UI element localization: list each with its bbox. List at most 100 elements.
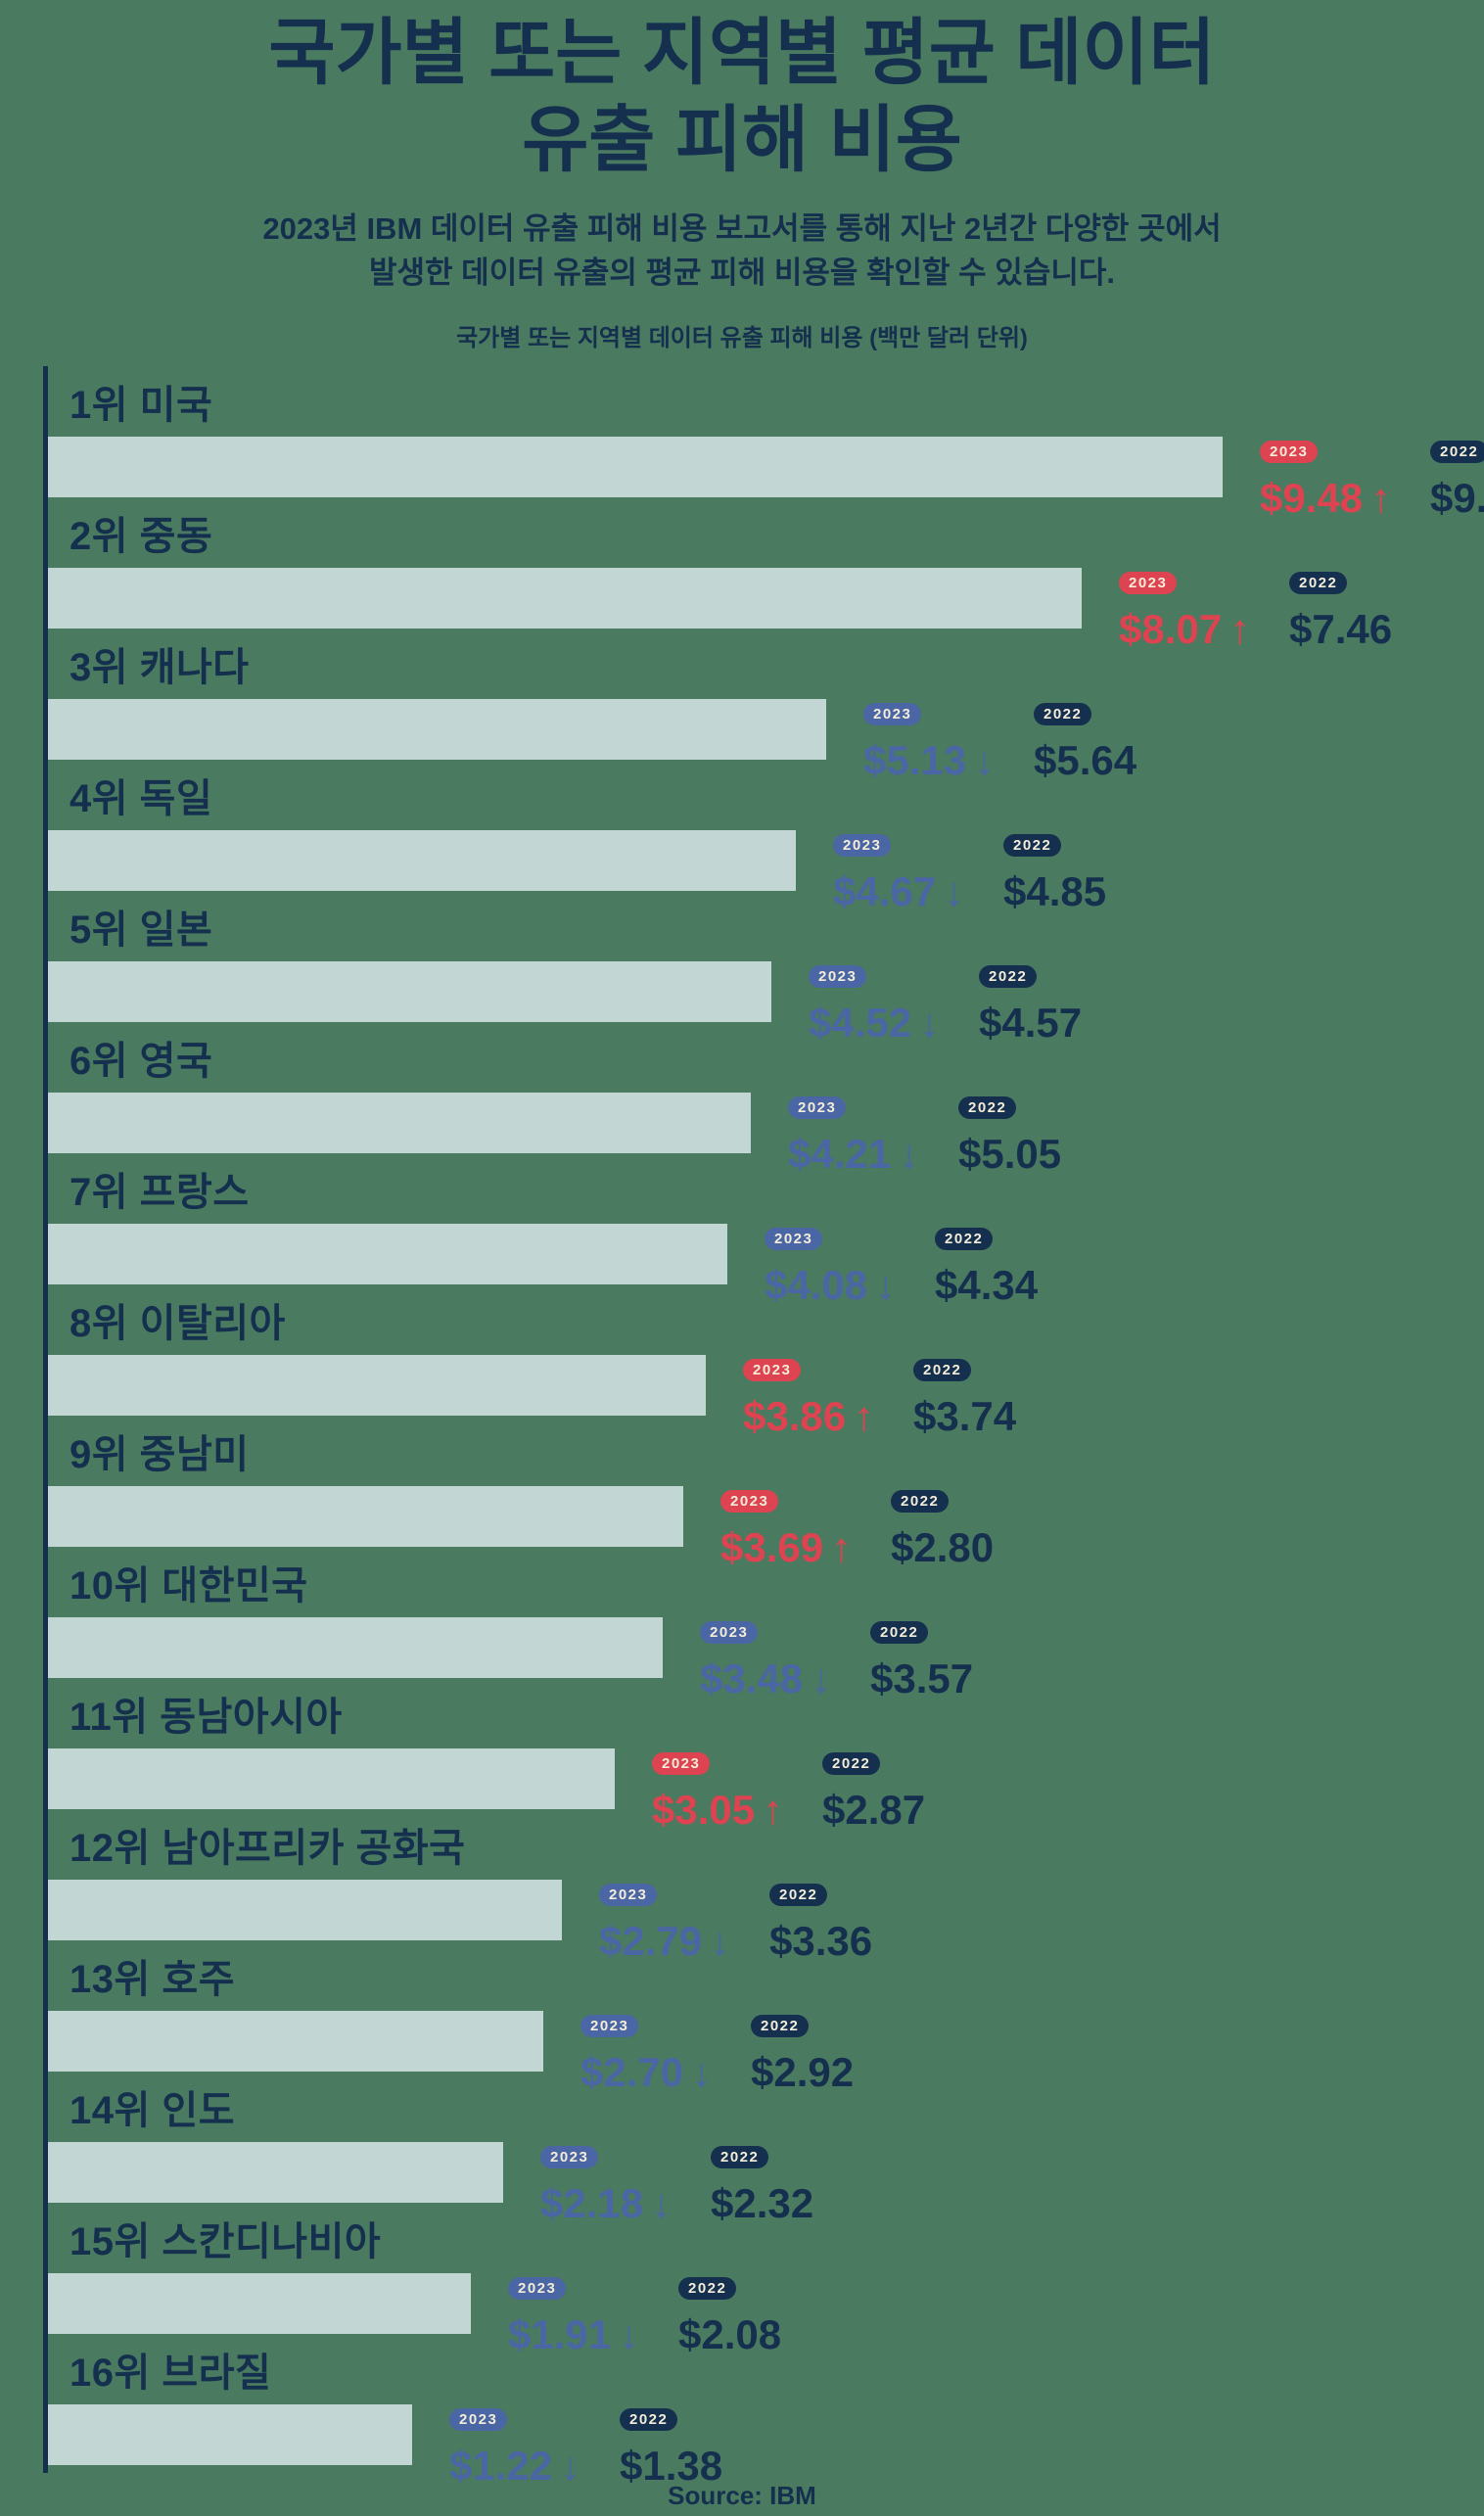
source-note: Source: IBM <box>668 2481 816 2511</box>
badge-2022: 2022 <box>620 2408 678 2432</box>
row-label: 1위 미국 <box>70 384 213 428</box>
value-2023: $9.48 ↑ <box>1260 475 1392 522</box>
badge-2023: 2023 <box>833 834 892 858</box>
arrow-down-icon: ↓ <box>691 2049 713 2096</box>
chart-row: 12위 남아프리카 공화국 2023 $2.79 ↓ 2022 $3.36 <box>48 1809 1484 1964</box>
value-2022: $2.32 <box>711 2180 814 2227</box>
group-2023: 2023 $2.70 ↓ <box>580 2015 714 2096</box>
row-body: 2023 $1.91 ↓ 2022 $2.08 <box>48 2273 1484 2357</box>
value-2023: $4.08 ↓ <box>765 1262 897 1309</box>
group-2023: 2023 $5.13 ↓ <box>863 703 997 784</box>
group-2022: 2022 $2.87 <box>822 1752 955 1834</box>
chart-row: 4위 독일 2023 $4.67 ↓ 2022 $4.85 <box>48 760 1484 914</box>
value-2022: $2.08 <box>678 2311 782 2358</box>
row-label: 3위 캐나다 <box>70 646 250 690</box>
badge-2023: 2023 <box>1119 572 1178 595</box>
badge-2022: 2022 <box>822 1752 881 1776</box>
group-2023: 2023 $2.18 ↓ <box>540 2146 673 2227</box>
row-label: 11위 동남아시아 <box>70 1696 343 1740</box>
value-2022: $4.57 <box>979 1000 1083 1047</box>
row-body: 2023 $3.48 ↓ 2022 $3.57 <box>48 1617 1484 1701</box>
row-body: 2023 $4.67 ↓ 2022 $4.85 <box>48 830 1484 914</box>
arrow-up-icon: ↑ <box>831 1524 853 1571</box>
group-2023: 2023 $1.91 ↓ <box>508 2277 641 2358</box>
value-2023: $1.91 ↓ <box>508 2311 640 2358</box>
group-2023: 2023 $2.79 ↓ <box>599 1884 732 1965</box>
badge-2022: 2022 <box>935 1228 994 1251</box>
group-2023: 2023 $3.48 ↓ <box>700 1621 833 1702</box>
value-2022: $3.36 <box>769 1918 873 1965</box>
arrow-down-icon: ↓ <box>651 2180 672 2227</box>
arrow-down-icon: ↓ <box>710 1918 731 1965</box>
row-label: 9위 중남미 <box>70 1433 250 1477</box>
chart-row: 6위 영국 2023 $4.21 ↓ 2022 $5.05 <box>48 1022 1484 1177</box>
badge-2022: 2022 <box>769 1884 828 1907</box>
badge-2023: 2023 <box>863 703 922 726</box>
bar-2023 <box>48 2273 471 2335</box>
row-body: 2023 $2.79 ↓ 2022 $3.36 <box>48 1880 1484 1964</box>
chart-row: 14위 인도 2023 $2.18 ↓ 2022 $2.32 <box>48 2072 1484 2226</box>
badge-2022: 2022 <box>891 1490 950 1514</box>
row-label: 14위 인도 <box>70 2089 236 2133</box>
value-2022: $2.92 <box>751 2049 855 2096</box>
row-label: 4위 독일 <box>70 777 213 821</box>
row-body: 2023 $3.69 ↑ 2022 $2.80 <box>48 1486 1484 1570</box>
infographic-page: 국가별 또는 지역별 평균 데이터 유출 피해 비용 2023년 IBM 데이터 … <box>0 10 1484 2511</box>
arrow-down-icon: ↓ <box>619 2311 640 2358</box>
badge-2022: 2022 <box>1430 441 1484 464</box>
badge-2023: 2023 <box>599 1884 658 1907</box>
page-title: 국가별 또는 지역별 평균 데이터 유출 피해 비용 <box>0 10 1484 184</box>
badge-2022: 2022 <box>958 1096 1017 1120</box>
row-label: 10위 대한민국 <box>70 1564 308 1608</box>
group-2022: 2022 $2.92 <box>751 2015 884 2096</box>
chart-row: 11위 동남아시아 2023 $3.05 ↑ 2022 $2.87 <box>48 1678 1484 1833</box>
arrow-up-icon: ↑ <box>763 1787 784 1834</box>
group-2022: 2022 $3.57 <box>870 1621 1003 1702</box>
arrow-up-icon: ↑ <box>1370 475 1392 522</box>
row-body: 2023 $8.07 ↑ 2022 $7.46 <box>48 568 1484 652</box>
row-body: 2023 $2.18 ↓ 2022 $2.32 <box>48 2142 1484 2226</box>
value-2023: $2.79 ↓ <box>599 1918 731 1965</box>
value-2022: $2.80 <box>891 1524 995 1571</box>
arrow-up-icon: ↑ <box>1229 606 1251 653</box>
group-2022: 2022 $5.64 <box>1034 703 1167 784</box>
value-2022: $9.44 <box>1430 475 1484 522</box>
chart-row: 7위 프랑스 2023 $4.08 ↓ 2022 $4.34 <box>48 1153 1484 1308</box>
chart-row: 10위 대한민국 2023 $3.48 ↓ 2022 $3.57 <box>48 1547 1484 1701</box>
page-title-line2: 유출 피해 비용 <box>522 98 962 180</box>
badge-2022: 2022 <box>913 1359 972 1382</box>
row-label: 7위 프랑스 <box>70 1171 250 1215</box>
bar-2023 <box>48 830 796 892</box>
value-2022: $4.85 <box>1003 868 1107 915</box>
badge-2023: 2023 <box>788 1096 847 1120</box>
chart-caption: 국가별 또는 지역별 데이터 유출 피해 비용 (백만 달러 단위) <box>456 325 1028 352</box>
row-label: 15위 스칸디나비아 <box>70 2220 382 2264</box>
badge-2023: 2023 <box>765 1228 823 1251</box>
row-body: 2023 $9.48↑ 2022 $9.44 <box>48 437 1484 521</box>
badge-2023: 2023 <box>743 1359 802 1382</box>
arrow-down-icon: ↓ <box>919 1000 941 1047</box>
row-label: 8위 이탈리아 <box>70 1302 286 1346</box>
bar-2023 <box>48 2404 412 2466</box>
group-2022: 2022 $5.05 <box>958 1096 1091 1178</box>
value-2023: $3.86 ↑ <box>743 1393 875 1440</box>
arrow-down-icon: ↓ <box>811 1655 832 1702</box>
bar-2023 <box>48 699 826 761</box>
group-2023: 2023 $3.86 ↑ <box>743 1359 876 1440</box>
value-2022: $2.87 <box>822 1787 926 1834</box>
group-2022: 2022 $9.44 <box>1430 441 1484 522</box>
row-label: 13위 호주 <box>70 1958 236 2002</box>
badge-2022: 2022 <box>979 965 1038 989</box>
row-body: 2023 $4.21 ↓ 2022 $5.05 <box>48 1093 1484 1177</box>
badge-2023: 2023 <box>449 2408 508 2432</box>
bar-2023 <box>48 437 1223 498</box>
row-label: 16위 브라질 <box>70 2352 272 2396</box>
group-2022: 2022 $4.85 <box>1003 834 1136 915</box>
group-2023: 2023 $4.67 ↓ <box>833 834 966 915</box>
arrow-down-icon: ↓ <box>974 737 996 784</box>
bar-2023 <box>48 1224 727 1285</box>
badge-2023: 2023 <box>809 965 867 989</box>
chart-row: 3위 캐나다 2023 $5.13 ↓ 2022 $5.64 <box>48 629 1484 783</box>
value-2022: $3.74 <box>913 1393 1017 1440</box>
value-2023: $2.70 ↓ <box>580 2049 713 2096</box>
